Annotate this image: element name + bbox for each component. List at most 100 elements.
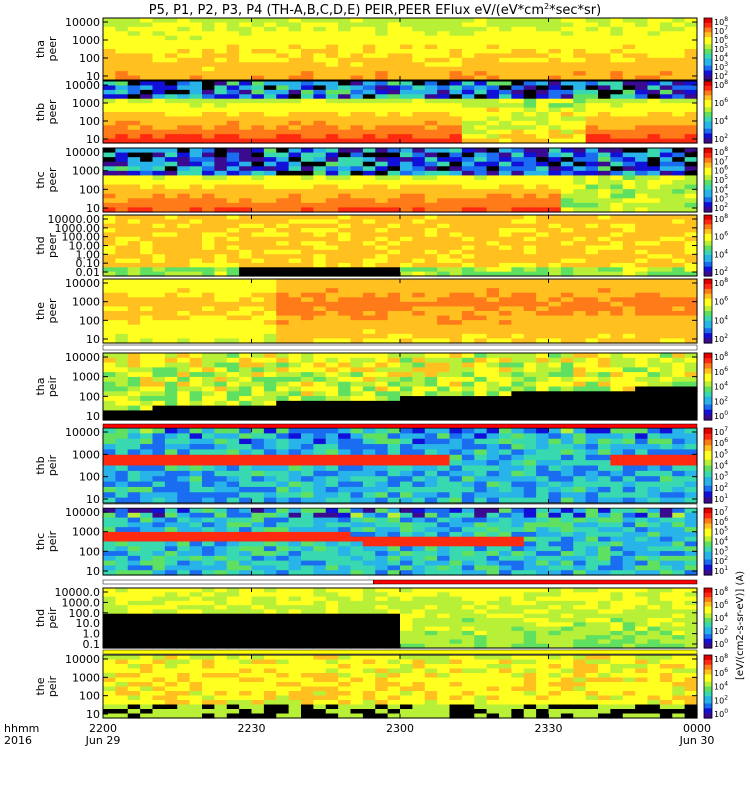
heatmap-cell	[449, 376, 463, 383]
heatmap-cell	[598, 283, 611, 289]
colorbar-step	[704, 281, 712, 285]
heatmap-cell	[189, 116, 203, 122]
heatmap-cell	[239, 254, 253, 260]
y-tick-label: 10	[86, 333, 100, 346]
heatmap-cell	[350, 481, 364, 488]
heatmap-cell	[362, 324, 376, 330]
heatmap-cell	[486, 465, 500, 472]
heatmap-cell	[263, 180, 277, 186]
colorbar-step	[704, 140, 712, 144]
heatmap-cell	[239, 189, 253, 195]
heatmap-cell	[400, 301, 413, 308]
heatmap-cell	[226, 288, 240, 294]
heatmap-cell	[548, 232, 562, 238]
heatmap-cell	[202, 329, 215, 335]
heatmap-cell	[523, 202, 537, 209]
heatmap-cell	[338, 254, 352, 260]
heatmap-cell	[548, 315, 562, 321]
heatmap-cell	[251, 497, 265, 504]
heatmap-cell	[461, 236, 475, 242]
heatmap-cell	[362, 329, 376, 335]
heatmap-cell	[684, 129, 698, 135]
heatmap-cell	[560, 75, 574, 81]
heatmap-cell	[449, 193, 463, 199]
heatmap-cell	[622, 288, 636, 294]
heatmap-cell	[301, 223, 314, 229]
heatmap-cell	[672, 223, 686, 229]
heatmap-cell	[672, 292, 686, 298]
heatmap-cell	[387, 75, 401, 81]
heatmap-cell	[338, 267, 352, 273]
heatmap-cell	[536, 71, 550, 77]
heatmap-cell	[474, 405, 488, 412]
heatmap-cell	[226, 228, 240, 234]
heatmap-cell	[647, 85, 661, 91]
heatmap-cell	[239, 62, 253, 68]
heatmap-cell	[672, 57, 686, 63]
heatmap-cell	[499, 481, 512, 488]
heatmap-cell	[536, 170, 550, 177]
heatmap-cell	[301, 415, 314, 421]
heatmap-cell	[610, 315, 624, 321]
colorbar-tick-exponent: 2	[724, 395, 728, 402]
heatmap-cells	[103, 148, 698, 213]
heatmap-cell	[387, 26, 401, 32]
heatmap-cell	[189, 202, 203, 209]
heatmap-cell	[560, 362, 574, 368]
heatmap-cell	[313, 376, 327, 383]
heatmap-cell	[362, 31, 376, 37]
heatmap-cell	[486, 262, 500, 268]
heatmap-cell	[598, 44, 611, 50]
heatmap-cell	[647, 35, 661, 41]
heatmap-cell	[573, 415, 587, 421]
heatmap-cell	[523, 438, 537, 445]
heatmap-cell	[635, 53, 649, 59]
heatmap-cell	[474, 219, 488, 225]
heatmap-cell	[214, 49, 228, 55]
heatmap-cell	[387, 271, 401, 277]
heatmap-cell	[276, 26, 290, 32]
heatmap-cell	[115, 362, 129, 368]
heatmap-cell	[511, 449, 525, 456]
heatmap-cell	[362, 433, 376, 440]
heatmap-cell	[400, 271, 413, 277]
heatmap-cell	[214, 89, 228, 95]
heatmap-cell	[499, 207, 512, 213]
colorbar-step	[704, 77, 712, 81]
heatmap-cell	[461, 258, 475, 264]
heatmap-cell	[647, 292, 661, 298]
heatmap-cell	[499, 22, 512, 28]
heatmap-cell	[276, 157, 290, 163]
heatmap-cell	[387, 103, 401, 109]
heatmap-cell	[400, 486, 413, 493]
heatmap-cell	[672, 386, 686, 392]
heatmap-cell	[437, 166, 451, 172]
heatmap-cell	[288, 170, 302, 177]
heatmap-cell	[239, 396, 253, 402]
heatmap-cell	[499, 258, 512, 264]
heatmap-cell	[548, 18, 562, 24]
heatmap-cell	[350, 129, 364, 135]
heatmap-cell	[288, 481, 302, 488]
heatmap-cell	[548, 465, 562, 472]
y-label-probe: tha	[34, 377, 47, 395]
heatmap-cell	[684, 262, 698, 268]
heatmap-cell	[177, 22, 191, 28]
heatmap-cell	[672, 112, 686, 118]
heatmap-cell	[103, 329, 116, 335]
colorbar-tick-base: 10	[714, 298, 724, 307]
heatmap-cell	[647, 198, 661, 204]
heatmap-cell	[202, 320, 215, 326]
heatmap-cell	[412, 198, 426, 204]
heatmap-cell	[536, 57, 550, 63]
heatmap-cell	[313, 386, 327, 392]
colorbar-step	[704, 199, 712, 203]
heatmap-cell	[511, 249, 525, 255]
heatmap-cell	[474, 376, 488, 383]
heatmap-cell	[536, 120, 550, 126]
heatmap-cell	[338, 170, 352, 177]
heatmap-cell	[486, 53, 500, 59]
heatmap-cell	[598, 26, 611, 32]
heatmap-cell	[325, 497, 339, 504]
heatmap-cell	[127, 433, 141, 440]
